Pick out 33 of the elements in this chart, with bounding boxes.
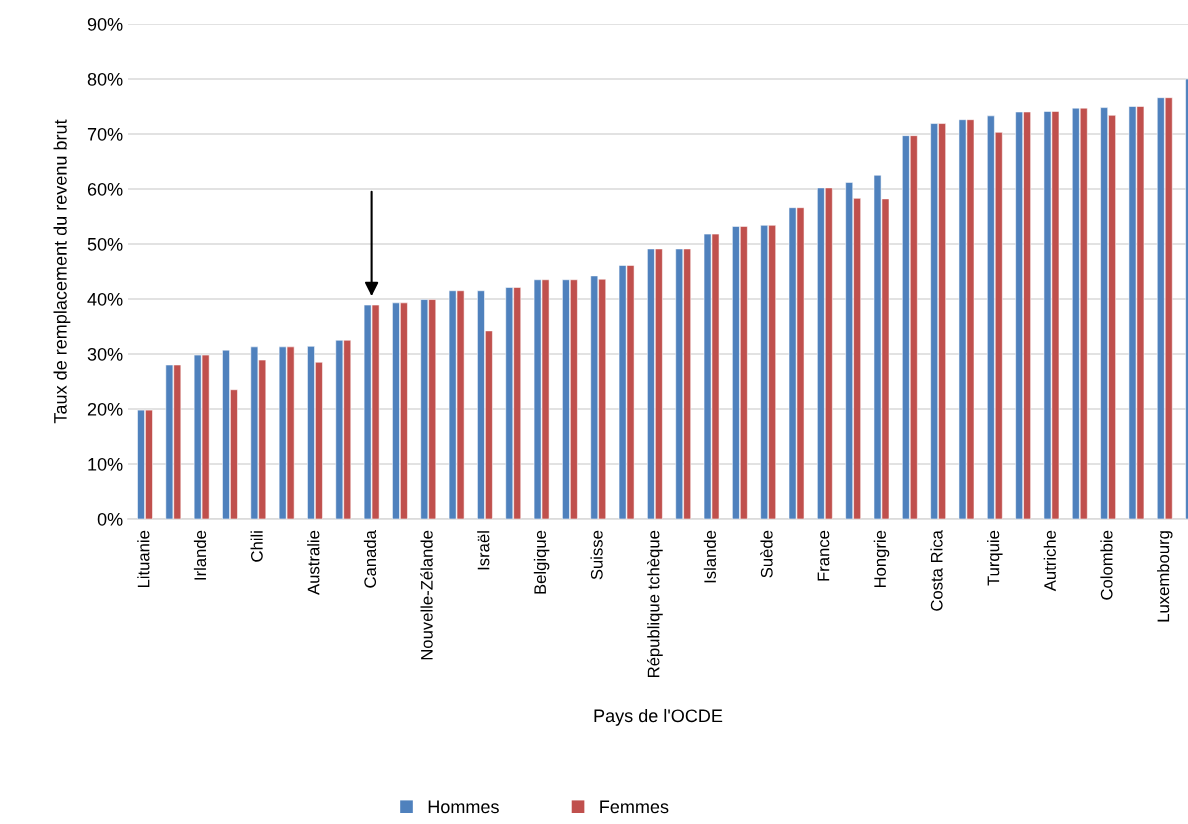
x-tick-label: Irlande [193, 530, 207, 580]
x-tick-label: Suède [760, 530, 773, 578]
x-tick-label: Costa Rica [930, 530, 943, 611]
legend-label: Femmes [600, 800, 669, 814]
x-tick-label: Canada [363, 530, 377, 588]
x-tick-label: Israël [477, 531, 490, 570]
y-tick-label: 10% [88, 457, 123, 471]
x-tick-label: République tchèque [647, 530, 663, 677]
y-tick-label: 40% [87, 292, 123, 306]
x-tick-label: Colombie [1100, 530, 1113, 600]
y-tick-label: 70% [87, 127, 123, 141]
x-tick-label: Lituanie [137, 530, 150, 588]
x-tick-label: Turquie [987, 530, 1003, 586]
y-tick-label: 60% [87, 182, 123, 196]
x-tick-label: Chili [250, 531, 263, 562]
x-tick-label: Nouvelle-Zélande [420, 530, 433, 660]
x-tick-label: Suisse [590, 530, 603, 580]
x-tick-label: Luxembourg [1157, 531, 1173, 622]
x-tick-label: Islande [703, 530, 717, 583]
legend-label: Hommes [428, 800, 499, 814]
x-tick-label: France [817, 530, 830, 581]
y-tick-label: 50% [87, 237, 123, 251]
y-axis-title: Taux de remplacement du revenu brut [53, 119, 71, 424]
y-tick-label: 0% [97, 512, 123, 526]
x-tick-label: Belgique [533, 530, 550, 594]
y-tick-label: 30% [87, 347, 123, 361]
x-tick-label: Australie [307, 530, 320, 595]
x-axis-title: Pays de l'OCDE [594, 708, 723, 726]
x-tick-label: Hongrie [873, 530, 890, 588]
x-tick-label: Autriche [1043, 530, 1056, 592]
y-tick-label: 20% [87, 402, 123, 416]
y-tick-label: 90% [87, 17, 123, 31]
y-tick-label: 80% [87, 72, 123, 86]
